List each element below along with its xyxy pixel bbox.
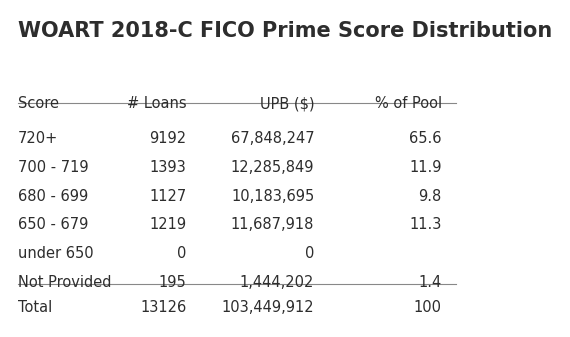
Text: 720+: 720+ (18, 131, 58, 146)
Text: 9.8: 9.8 (418, 188, 442, 204)
Text: 1219: 1219 (149, 217, 186, 233)
Text: Total: Total (18, 300, 52, 315)
Text: 195: 195 (159, 275, 186, 290)
Text: 65.6: 65.6 (409, 131, 442, 146)
Text: 650 - 679: 650 - 679 (18, 217, 88, 233)
Text: Not Provided: Not Provided (18, 275, 111, 290)
Text: 680 - 699: 680 - 699 (18, 188, 88, 204)
Text: % of Pool: % of Pool (374, 96, 442, 111)
Text: 11,687,918: 11,687,918 (231, 217, 314, 233)
Text: under 650: under 650 (18, 246, 93, 262)
Text: 100: 100 (414, 300, 442, 315)
Text: 0: 0 (305, 246, 314, 262)
Text: 11.3: 11.3 (409, 217, 442, 233)
Text: 700 - 719: 700 - 719 (18, 160, 88, 175)
Text: 1,444,202: 1,444,202 (240, 275, 314, 290)
Text: 10,183,695: 10,183,695 (231, 188, 314, 204)
Text: 1.4: 1.4 (418, 275, 442, 290)
Text: 13126: 13126 (140, 300, 186, 315)
Text: 67,848,247: 67,848,247 (230, 131, 314, 146)
Text: 103,449,912: 103,449,912 (222, 300, 314, 315)
Text: 12,285,849: 12,285,849 (231, 160, 314, 175)
Text: # Loans: # Loans (127, 96, 186, 111)
Text: Score: Score (18, 96, 59, 111)
Text: 0: 0 (177, 246, 186, 262)
Text: 1393: 1393 (150, 160, 186, 175)
Text: 9192: 9192 (149, 131, 186, 146)
Text: UPB ($): UPB ($) (259, 96, 314, 111)
Text: 11.9: 11.9 (409, 160, 442, 175)
Text: WOART 2018-C FICO Prime Score Distribution: WOART 2018-C FICO Prime Score Distributi… (18, 21, 552, 40)
Text: 1127: 1127 (149, 188, 186, 204)
